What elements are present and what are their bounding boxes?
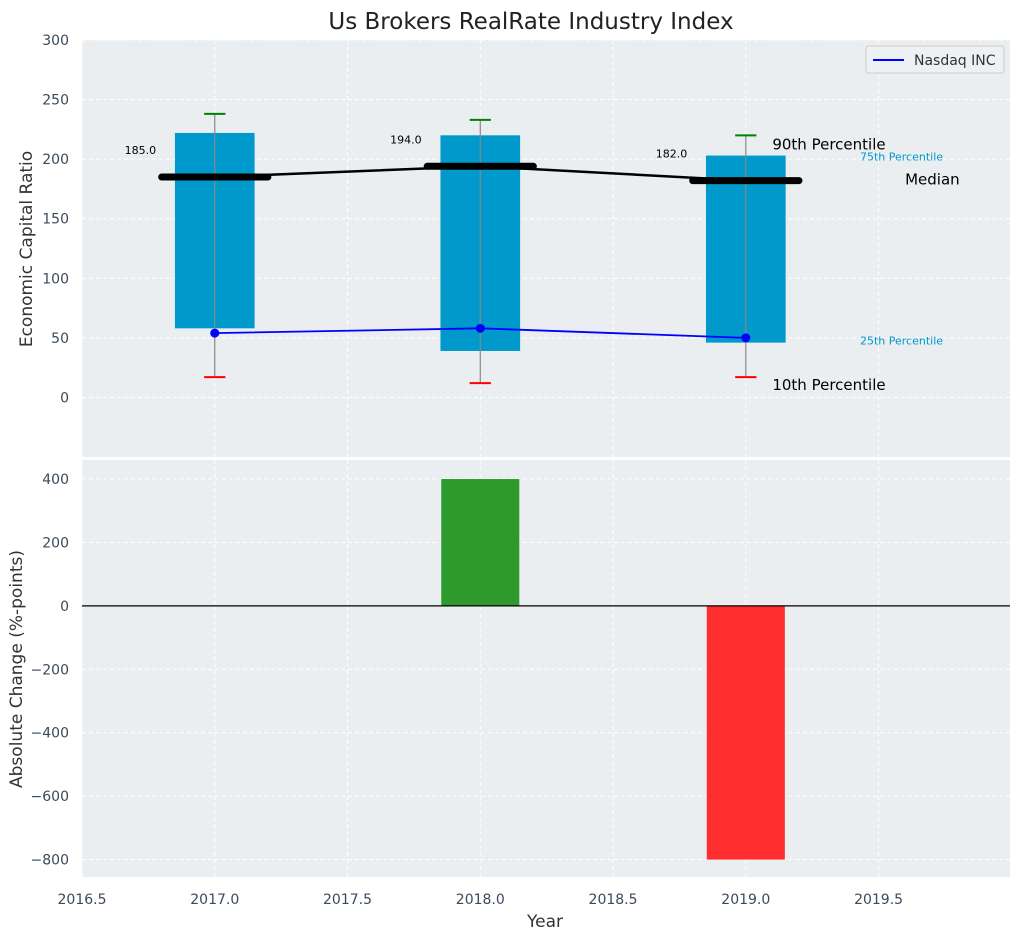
- x-tick-label: 2017.0: [190, 892, 239, 908]
- top-y-tick-label: 200: [42, 152, 69, 168]
- company-series-point: [475, 323, 485, 333]
- bottom-y-tick-label: 200: [42, 535, 69, 551]
- company-series-point: [210, 328, 220, 338]
- company-series-point: [741, 333, 751, 343]
- x-tick-label: 2018.0: [456, 892, 505, 908]
- top-panel: 0 50 100 150 200 250 300 185.0 194.0 182.0 90th Pe…: [42, 33, 1010, 457]
- percentile-group: 182.0: [656, 134, 786, 379]
- top-y-tick-label: 50: [51, 331, 69, 347]
- change-bar: [441, 479, 520, 606]
- p25-annotation: 25th Percentile: [860, 335, 943, 348]
- bottom-panel: 400 200 0 −200 −400 −600 −800 2016.5 2017.0 2017.…: [31, 460, 1010, 908]
- percentile-group: 194.0: [390, 118, 521, 385]
- bottom-y-axis-label: Absolute Change (%-points): [7, 550, 27, 788]
- x-tick-label: 2017.5: [323, 892, 372, 908]
- median-value-label: 185.0: [125, 144, 157, 157]
- x-tick-label: 2019.5: [854, 892, 903, 908]
- bottom-y-tick-label: −200: [31, 662, 69, 678]
- median-value-label: 194.0: [390, 133, 422, 146]
- bottom-y-tick-label: −600: [31, 789, 69, 805]
- legend-label: Nasdaq INC: [914, 53, 996, 69]
- top-y-tick-label: 150: [42, 212, 69, 228]
- legend: Nasdaq INC: [865, 45, 1005, 74]
- top-y-tick-label: 100: [42, 271, 69, 287]
- bottom-y-tick-label: −400: [31, 726, 69, 742]
- chart-title: Us Brokers RealRate Industry Index: [328, 9, 733, 35]
- bottom-y-tick-label: 400: [42, 472, 69, 488]
- top-y-axis-label: Economic Capital Ratio: [17, 151, 37, 347]
- top-y-tick-label: 250: [42, 93, 69, 109]
- median-value-label: 182.0: [656, 148, 688, 161]
- p10-annotation: 10th Percentile: [772, 376, 885, 394]
- top-y-tick-label: 0: [60, 390, 69, 406]
- x-tick-label: 2019.0: [721, 892, 770, 908]
- p90-annotation: 90th Percentile: [772, 135, 885, 153]
- top-y-tick-label: 300: [42, 33, 69, 49]
- x-axis-label: Year: [526, 912, 563, 932]
- median-annotation: Median: [905, 171, 960, 189]
- bottom-y-tick-label: 0: [60, 599, 69, 615]
- x-tick-label: 2016.5: [58, 892, 107, 908]
- change-bar: [706, 605, 785, 860]
- x-tick-label: 2018.5: [589, 892, 638, 908]
- p75-annotation: 75th Percentile: [860, 151, 943, 164]
- bottom-y-tick-label: −800: [31, 853, 69, 869]
- legend-box: [865, 45, 1005, 74]
- bottom-plot-background: [82, 460, 1010, 877]
